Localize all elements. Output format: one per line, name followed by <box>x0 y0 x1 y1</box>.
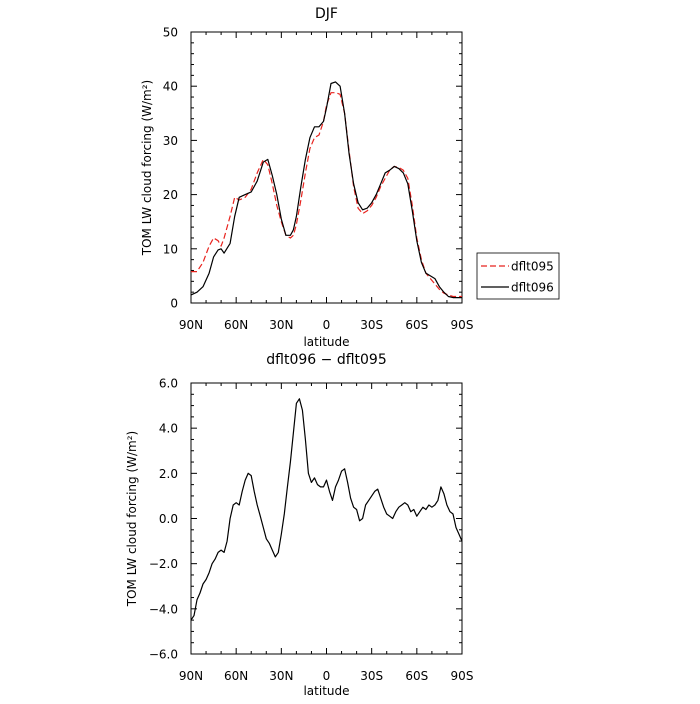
x-tick-label: 0 <box>323 318 331 332</box>
legend-box <box>476 252 560 300</box>
y-axis-label: TOM LW cloud forcing (W/m²) <box>125 431 139 608</box>
x-tick-label: 60N <box>224 669 248 683</box>
x-tick-label: 30N <box>269 669 293 683</box>
legend-label: dflt095 <box>511 260 554 274</box>
x-axis-label: latitude <box>303 684 349 698</box>
x-tick-label: 90N <box>179 669 203 683</box>
x-tick-label: 90S <box>451 669 474 683</box>
x-tick-label: 30S <box>360 669 383 683</box>
y-tick-label: 4.0 <box>159 422 178 436</box>
y-tick-label: −2.0 <box>149 557 178 571</box>
x-axis-label: latitude <box>303 335 349 349</box>
x-tick-label: 90S <box>451 318 474 332</box>
chart-title: DJF <box>315 6 338 22</box>
x-tick-label: 30S <box>360 318 383 332</box>
y-tick-label: 0 <box>170 297 178 311</box>
x-tick-label: 30N <box>269 318 293 332</box>
x-tick-label: 90N <box>179 318 203 332</box>
y-tick-label: 50 <box>163 26 178 40</box>
x-tick-label: 0 <box>323 669 331 683</box>
chart-panel-1: 90N 60N 30N 0 30S 60S 90S 0 10 20 30 40 50 DJF latitud… <box>140 6 560 349</box>
x-tick-label: 60S <box>405 318 428 332</box>
chart-title: dflt096 − dflt095 <box>266 352 386 368</box>
series-line-dflt096 <box>190 81 462 299</box>
y-tick-label: −6.0 <box>149 648 178 662</box>
y-tick-label: 6.0 <box>159 377 178 391</box>
series-line-dflt095 <box>191 92 462 298</box>
x-tick-label: 60N <box>224 318 248 332</box>
y-tick-label: 0.0 <box>159 512 178 526</box>
x-tick-label: 60S <box>405 669 428 683</box>
series-line-series-1 <box>190 398 463 621</box>
y-tick-label: 30 <box>163 134 178 148</box>
y-tick-label: 20 <box>163 188 178 202</box>
y-tick-label: 40 <box>163 80 178 94</box>
y-axis-label: TOM LW cloud forcing (W/m²) <box>140 80 154 257</box>
plot-frame <box>190 382 463 655</box>
chart-panel-2: 90N 60N 30N 0 30S 60S 90S −6.0 −4.0 −2.0 0.0 2.0 4.0… <box>125 352 473 698</box>
legend: dflt095 dflt096 <box>476 252 560 300</box>
legend-label: dflt096 <box>511 281 554 295</box>
y-tick-label: 2.0 <box>159 467 178 481</box>
y-tick-label: −4.0 <box>149 602 178 616</box>
y-tick-label: 10 <box>163 242 178 256</box>
